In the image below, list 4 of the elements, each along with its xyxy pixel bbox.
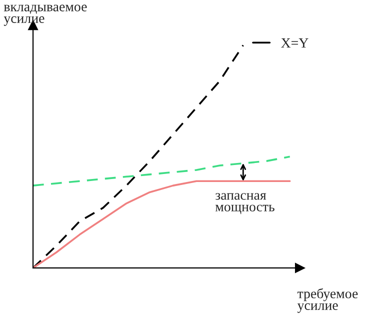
x-axis-title: требуемое усилие — [297, 288, 358, 313]
annotation: запасная мощность — [215, 193, 274, 214]
y-axis-title: вкладываемое усилие — [4, 4, 87, 26]
legend-label: X=Y — [281, 38, 308, 48]
